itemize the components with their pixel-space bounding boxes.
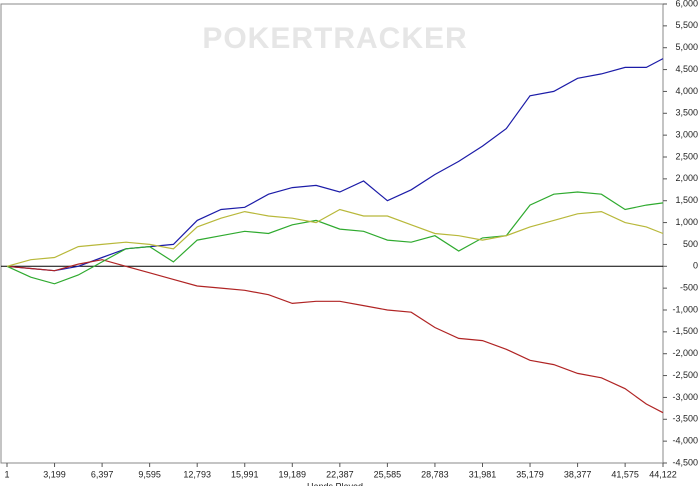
y-tick-label: 1,000	[675, 217, 698, 227]
y-tick-label: 1,500	[675, 195, 698, 205]
y-tick-label: 500	[683, 239, 698, 249]
x-axis-label: Hands Played	[307, 481, 363, 486]
x-tick-label: 38,377	[564, 469, 592, 479]
series-line	[6, 191, 664, 285]
watermark: POKERTRACKER	[202, 22, 467, 55]
x-tick-label: 22,387	[326, 469, 354, 479]
y-tick-label: 3,000	[675, 130, 698, 140]
y-tick-label: 3,500	[675, 108, 698, 118]
y-tick-label: 4,000	[675, 86, 698, 96]
x-tick-label: 25,585	[374, 469, 402, 479]
x-tick-label: 6,397	[91, 469, 114, 479]
series-line	[6, 259, 664, 414]
y-tick-label: -4,000	[672, 436, 698, 446]
y-tick-label: 5,000	[675, 42, 698, 52]
x-tick-label: 41,575	[611, 469, 639, 479]
x-tick-label: 28,783	[421, 469, 449, 479]
y-tick-label: 5,500	[675, 20, 698, 30]
y-tick-label: -1,000	[672, 304, 698, 314]
x-tick-label: 15,991	[231, 469, 259, 479]
y-tick-label: -2,500	[672, 370, 698, 380]
y-tick-label: 2,500	[675, 151, 698, 161]
y-tick-label: 0	[693, 261, 698, 271]
x-tick-label: 44,122	[649, 469, 677, 479]
y-tick-label: -500	[680, 283, 698, 293]
y-tick-label: 6,000	[675, 0, 698, 8]
x-tick-label: 35,179	[516, 469, 544, 479]
x-tick-label: 3,199	[43, 469, 66, 479]
y-tick-label: -2,000	[672, 348, 698, 358]
plot-border	[0, 3, 664, 464]
x-tick-label: 1	[4, 469, 9, 479]
y-tick-label: -4,500	[672, 457, 698, 467]
series-line	[6, 58, 664, 272]
x-tick-label: 19,189	[279, 469, 307, 479]
y-tick-label: 2,000	[675, 173, 698, 183]
y-tick-label: -3,500	[672, 414, 698, 424]
y-tick-label: -1,500	[672, 326, 698, 336]
x-tick-label: 9,595	[138, 469, 161, 479]
y-tick-label: -3,000	[672, 392, 698, 402]
x-tick-label: 31,981	[469, 469, 497, 479]
x-tick-label: 12,793	[183, 469, 211, 479]
series-line	[6, 208, 664, 267]
y-tick-label: 4,500	[675, 64, 698, 74]
